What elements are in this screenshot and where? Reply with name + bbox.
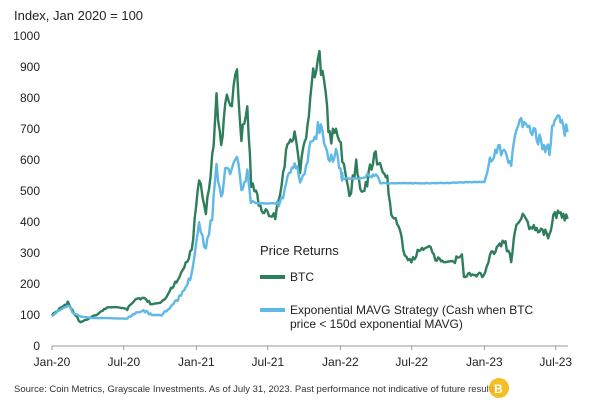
x-tick-label: Jul-20 [107, 355, 140, 369]
y-tick-label: 1000 [13, 29, 40, 43]
series-line-btc [50, 49, 569, 324]
y-tick-label: 500 [20, 184, 40, 198]
source-note: Source: Coin Metrics, Grayscale Investme… [14, 384, 499, 395]
x-tick-label: Jul-23 [539, 355, 572, 369]
y-tick-label: 900 [20, 60, 40, 74]
x-tick-label: Jul-21 [251, 355, 284, 369]
legend-title: Price Returns [260, 243, 339, 258]
y-tick-label: 200 [20, 277, 40, 291]
y-tick-label: 400 [20, 215, 40, 229]
series-line-strategy [51, 114, 569, 320]
watermark: B 金色财经 [489, 378, 569, 398]
y-tick-label: 300 [20, 246, 40, 260]
y-tick-label: 600 [20, 153, 40, 167]
watermark-text: 金色财经 [512, 380, 569, 396]
x-axis-ticks: Jan-20 Jul-20 Jan-21 Jul-21 Jan-22 Jul-22 Jan-… [34, 346, 572, 369]
x-tick-label: Jan-20 [34, 355, 71, 369]
y-axis-ticks: 0 100 200 300 400 500 600 700 800 900 1000 [13, 29, 40, 353]
x-tick-label: Jan-23 [466, 355, 503, 369]
legend-label-btc: BTC [290, 270, 314, 284]
y-axis-label: Index, Jan 2020 = 100 [14, 8, 143, 23]
y-tick-label: 800 [20, 91, 40, 105]
x-tick-label: Jul-22 [395, 355, 428, 369]
legend: Price Returns BTC Exponential MAVG Strat… [260, 243, 534, 331]
x-tick-label: Jan-22 [322, 355, 359, 369]
coin-logo-icon [489, 378, 509, 398]
coin-logo-glyph: B [494, 382, 503, 396]
y-tick-label: 700 [20, 122, 40, 136]
y-tick-label: 0 [33, 339, 40, 353]
legend-label-strategy-line2: price < 150d exponential MAVG) [290, 317, 463, 331]
x-tick-label: Jan-21 [178, 355, 215, 369]
legend-label-strategy-line1: Exponential MAVG Strategy (Cash when BTC [290, 303, 534, 317]
y-tick-label: 100 [20, 308, 40, 322]
series-lines [50, 49, 569, 324]
